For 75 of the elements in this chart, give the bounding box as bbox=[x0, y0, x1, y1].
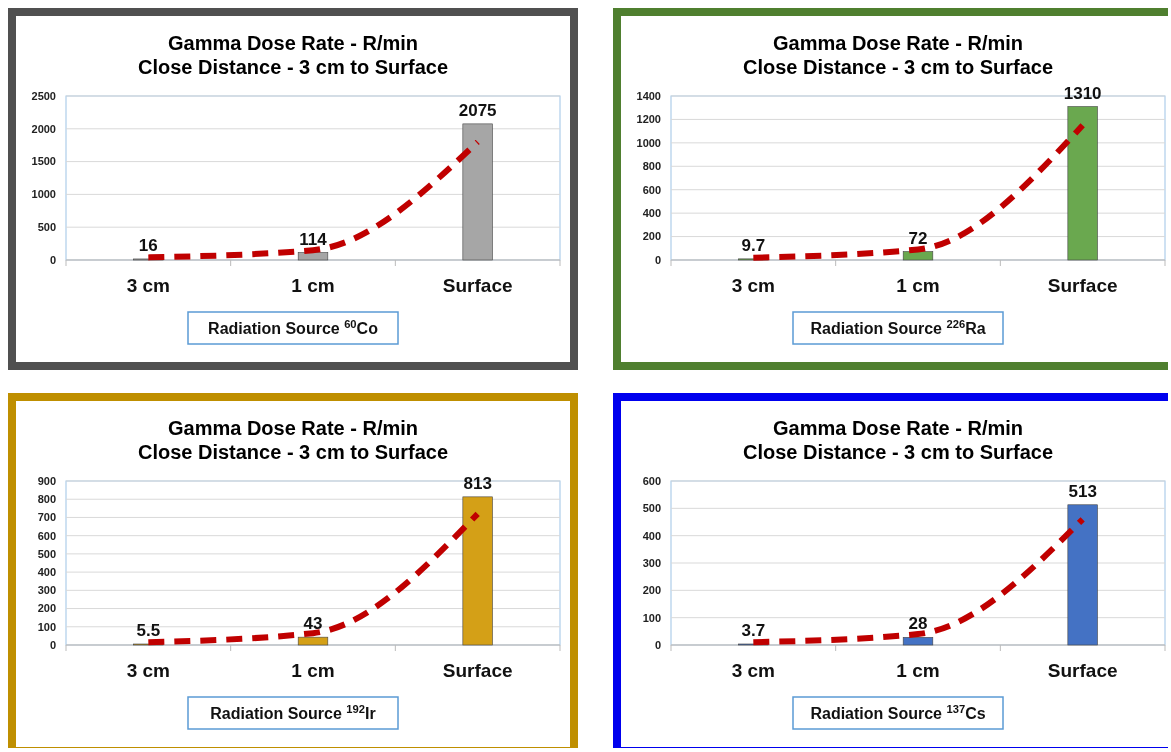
x-tick-label: Surface bbox=[442, 275, 513, 296]
bar bbox=[297, 252, 329, 261]
data-label: 28 bbox=[908, 614, 928, 634]
y-tick-label: 200 bbox=[642, 584, 661, 597]
y-tick-label: 1000 bbox=[636, 136, 661, 149]
y-tick-label: 2500 bbox=[31, 89, 56, 102]
y-tick-label: 500 bbox=[37, 221, 56, 234]
bar bbox=[462, 496, 493, 646]
y-tick-label: 300 bbox=[642, 556, 661, 569]
y-tick-label: 0 bbox=[654, 253, 661, 266]
y-tick-label: 0 bbox=[49, 253, 56, 266]
y-tick-label: 500 bbox=[642, 502, 661, 515]
y-tick-label: 600 bbox=[37, 529, 56, 542]
y-tick-label: 900 bbox=[37, 474, 56, 487]
x-tick-label: Surface bbox=[1047, 275, 1118, 296]
y-tick-label: 500 bbox=[37, 547, 56, 560]
chart-title: Gamma Dose Rate - R/min bbox=[167, 417, 419, 439]
x-tick-label: Surface bbox=[442, 660, 513, 681]
y-tick-label: 700 bbox=[37, 511, 56, 524]
y-tick-label: 1000 bbox=[31, 188, 56, 201]
data-label: 2075 bbox=[458, 100, 497, 120]
data-label: 72 bbox=[908, 228, 928, 248]
chart-subtitle: Close Distance - 3 cm to Surface bbox=[137, 56, 449, 78]
chart-title: Gamma Dose Rate - R/min bbox=[772, 32, 1024, 54]
x-tick-label: Surface bbox=[1047, 660, 1118, 681]
y-tick-label: 1400 bbox=[636, 89, 661, 102]
data-label: 16 bbox=[138, 235, 158, 255]
data-label: 513 bbox=[1068, 481, 1097, 501]
y-tick-label: 100 bbox=[37, 620, 56, 633]
y-tick-label: 2000 bbox=[31, 122, 56, 135]
y-tick-label: 0 bbox=[49, 638, 56, 651]
bar bbox=[902, 251, 934, 261]
data-label: 114 bbox=[299, 229, 328, 249]
x-tick-label: 1 cm bbox=[291, 660, 335, 681]
data-label: 1310 bbox=[1063, 83, 1102, 103]
y-tick-label: 300 bbox=[37, 584, 56, 597]
data-label: 9.7 bbox=[741, 235, 766, 255]
y-tick-label: 100 bbox=[642, 611, 661, 624]
y-tick-label: 200 bbox=[642, 230, 661, 243]
y-tick-label: 600 bbox=[642, 474, 661, 487]
bar bbox=[1067, 106, 1098, 261]
bar bbox=[462, 123, 493, 261]
y-tick-label: 600 bbox=[642, 183, 661, 196]
y-tick-label: 400 bbox=[642, 529, 661, 542]
text: Radiation Source $^{192}$Ir bbox=[210, 703, 376, 722]
x-tick-label: 1 cm bbox=[291, 275, 335, 296]
data-label: 5.5 bbox=[136, 621, 161, 640]
chart-subtitle: Close Distance - 3 cm to Surface bbox=[742, 441, 1054, 463]
chart-subtitle: Close Distance - 3 cm to Surface bbox=[137, 441, 449, 463]
text: Radiation Source $^{60}$Co bbox=[208, 318, 379, 337]
data-label: 3.7 bbox=[741, 620, 766, 640]
x-tick-label: 3 cm bbox=[731, 275, 775, 296]
data-label: 43 bbox=[303, 614, 323, 634]
x-tick-label: 1 cm bbox=[896, 275, 940, 296]
x-tick-label: 3 cm bbox=[126, 660, 170, 681]
y-tick-label: 1500 bbox=[31, 155, 56, 168]
chart-subtitle: Close Distance - 3 cm to Surface bbox=[742, 56, 1054, 78]
x-tick-label: 3 cm bbox=[126, 275, 170, 296]
y-tick-label: 400 bbox=[37, 565, 56, 578]
text: Radiation Source $^{137}$Cs bbox=[810, 703, 986, 722]
data-label: 813 bbox=[463, 473, 492, 493]
text: Radiation Source $^{226}$Ra bbox=[810, 318, 986, 337]
chart-title: Gamma Dose Rate - R/min bbox=[167, 32, 419, 54]
y-tick-label: 200 bbox=[37, 602, 56, 615]
y-tick-label: 1200 bbox=[636, 113, 661, 126]
y-tick-label: 400 bbox=[642, 206, 661, 219]
bar bbox=[1067, 504, 1098, 646]
y-tick-label: 0 bbox=[654, 638, 661, 651]
bar bbox=[297, 636, 329, 646]
x-tick-label: 3 cm bbox=[731, 660, 775, 681]
bar bbox=[902, 637, 934, 646]
chart-title: Gamma Dose Rate - R/min bbox=[772, 417, 1024, 439]
x-tick-label: 1 cm bbox=[896, 660, 940, 681]
y-tick-label: 800 bbox=[642, 160, 661, 173]
y-tick-label: 800 bbox=[37, 493, 56, 506]
